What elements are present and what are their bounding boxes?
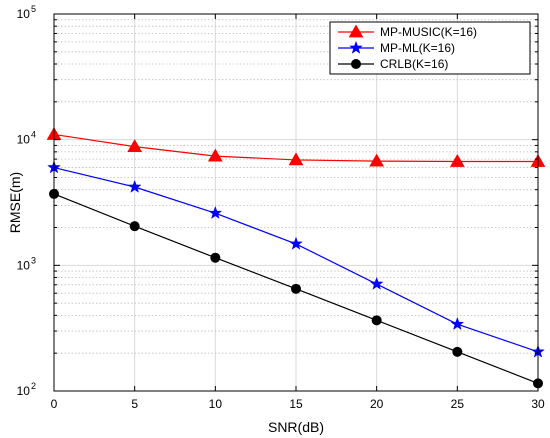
x-tick-label: 25: [451, 397, 465, 411]
data-point: [369, 276, 384, 290]
legend-item: CRLB(K=16): [338, 57, 448, 71]
legend-label: CRLB(K=16): [380, 57, 448, 71]
x-tick-label: 15: [289, 397, 303, 411]
x-tick-label: 0: [51, 397, 58, 411]
series-triangle: [46, 126, 546, 167]
data-point: [289, 236, 303, 250]
data-point: [291, 283, 301, 294]
series-layer: [46, 126, 546, 389]
data-point: [371, 315, 382, 326]
data-point: [210, 252, 221, 263]
x-axis-label: SNR(dB): [268, 419, 324, 435]
data-point: [452, 346, 463, 357]
data-point: [450, 316, 465, 331]
x-tick-label: 30: [531, 397, 545, 411]
data-point: [207, 148, 223, 162]
legend-item: MP-MUSIC(K=16): [338, 24, 477, 39]
legend-item: MP-ML(K=16): [338, 40, 455, 55]
data-point: [369, 153, 385, 167]
x-tick-labels: 0 5 10 15 20 25 30: [51, 397, 545, 411]
legend-label: MP-MUSIC(K=16): [380, 25, 477, 39]
legend: MP-MUSIC(K=16) MP-ML(K=16) CRLB(K=16): [329, 21, 531, 75]
y-tick-labels: 102 103 104 105: [17, 4, 36, 398]
legend-marker: [349, 40, 363, 54]
y-tick-label: 105: [17, 4, 36, 21]
legend-marker: [348, 24, 364, 38]
legend-label: MP-ML(K=16): [380, 41, 455, 55]
tick-marks: [53, 13, 539, 392]
x-tick-label: 20: [370, 397, 384, 411]
series-star: [47, 160, 545, 358]
series-circle: [49, 188, 543, 389]
data-point: [129, 221, 140, 232]
data-point: [288, 152, 304, 166]
data-point: [127, 179, 142, 193]
data-point: [449, 154, 465, 167]
x-tick-label: 5: [131, 397, 138, 411]
y-axis-label: RMSE(m): [7, 172, 23, 233]
data-point: [127, 139, 143, 153]
y-tick-label: 104: [17, 130, 36, 147]
x-tick-label: 10: [209, 397, 223, 411]
y-tick-label: 102: [17, 381, 36, 398]
data-point: [208, 205, 223, 220]
y-tick-label: 103: [17, 255, 36, 272]
legend-marker: [351, 59, 361, 69]
